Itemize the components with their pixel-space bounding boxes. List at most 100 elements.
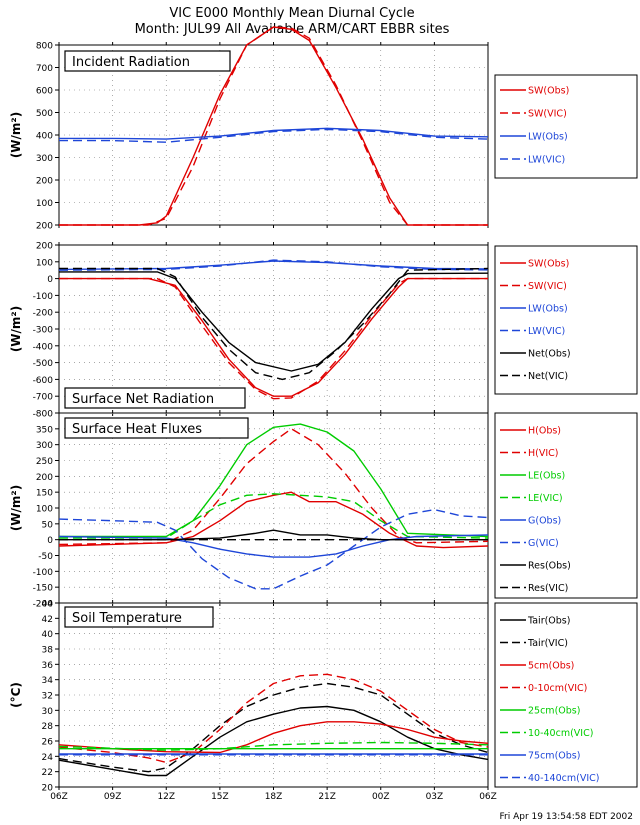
- y-tick-label: 300: [36, 154, 53, 164]
- y-tick-label: 50: [42, 520, 54, 530]
- legend-label: 75cm(Obs): [528, 751, 580, 762]
- y-tick-label: 250: [36, 457, 53, 467]
- y-tick-label: -300: [33, 326, 54, 336]
- series-line-g-vic-: [58, 508, 489, 590]
- legend-label: SW(Obs): [528, 86, 569, 97]
- y-tick-label: 26: [42, 738, 54, 748]
- series-line-lw-vic-: [59, 128, 489, 143]
- panel-title: Incident Radiation: [72, 55, 190, 70]
- y-tick-label: 0: [47, 536, 53, 546]
- series-line-0-10cm-vic-: [58, 673, 489, 764]
- legend-label: G(VIC): [528, 538, 559, 549]
- legend-label: 10-40cm(VIC): [528, 728, 593, 739]
- timestamp: Fri Apr 19 13:54:58 EDT 2002: [500, 812, 634, 822]
- series-line-net-obs-: [59, 271, 489, 372]
- panel-title: Surface Net Radiation: [72, 392, 214, 407]
- x-tick-label: 09Z: [104, 792, 122, 802]
- y-tick-label: -700: [33, 393, 54, 403]
- panel-3: -200 -150 -100 -50 0 50 100 150 200 250 300 350 (W/m…: [9, 410, 638, 610]
- legend-label: 25cm(Obs): [528, 706, 580, 717]
- y-tick-label: -800: [33, 410, 54, 420]
- legend-label: LW(VIC): [528, 326, 565, 337]
- y-tick-label: -100: [33, 568, 54, 578]
- x-tick-label: 00Z: [372, 792, 390, 802]
- y-tick-label: 300: [36, 441, 53, 451]
- legend-label: LW(VIC): [528, 155, 565, 166]
- y-tick-label: 200: [36, 222, 53, 232]
- y-tick-label: 22: [42, 768, 53, 778]
- legend-label: H(Obs): [528, 426, 561, 437]
- y-tick-label: 700: [36, 64, 53, 74]
- y-axis-label: (°C): [9, 682, 23, 708]
- y-axis-label: (W/m²): [9, 485, 23, 531]
- x-tick-label: 06Z: [50, 792, 68, 802]
- y-tick-label: 200: [36, 177, 53, 187]
- y-tick-label: -200: [33, 600, 54, 610]
- chart-panels: 200100200300400500600700800(W/m²)Inciden…: [9, 26, 638, 802]
- legend-box: [494, 74, 638, 179]
- x-tick-label: 06Z: [479, 792, 497, 802]
- y-tick-label: 200: [36, 242, 53, 252]
- y-tick-label: 34: [42, 676, 54, 686]
- x-tick-label: 03Z: [426, 792, 444, 802]
- legend-label: LW(Obs): [528, 132, 568, 143]
- x-tick-label: 12Z: [157, 792, 175, 802]
- legend-label: LE(Obs): [528, 471, 565, 482]
- series-line-sw-obs-: [59, 277, 488, 397]
- legend-label: Net(VIC): [528, 371, 568, 382]
- y-tick-label: 40: [42, 630, 54, 640]
- panel-title: Soil Temperature: [72, 611, 182, 626]
- y-tick-label: 28: [42, 722, 54, 732]
- legend-label: 0-10cm(VIC): [528, 683, 587, 694]
- legend-label: H(VIC): [528, 448, 559, 459]
- y-tick-label: 150: [36, 489, 53, 499]
- y-tick-label: -50: [38, 552, 53, 562]
- panel-title-box: [64, 606, 214, 628]
- y-tick-label: -100: [33, 292, 54, 302]
- panel-1: 200 100 200 300 400 500 600 700 800 (W/m²) Inciden…: [9, 26, 638, 232]
- panel-4: 20 22 24 26 28 30 32 34 36 38 40 42 44 06Z 09Z 12Z 15Z 18…: [9, 600, 638, 802]
- x-tick-label: 18Z: [265, 792, 283, 802]
- y-tick-label: 32: [42, 692, 53, 702]
- legend-box: [494, 245, 638, 395]
- y-tick-label: 400: [36, 132, 53, 142]
- series-line-5cm-obs-: [58, 721, 489, 754]
- y-tick-label: 500: [36, 109, 53, 119]
- legend-label: 40-140cm(VIC): [528, 773, 599, 784]
- panel-2: -800 -700 -600 -500 -400 -300 -200 -100 0 100 200 (…: [9, 242, 638, 420]
- figure-title-line1: VIC E000 Monthly Mean Diurnal Cycle: [169, 6, 414, 21]
- legend-label: Tair(VIC): [527, 638, 568, 649]
- legend-label: SW(Obs): [528, 259, 569, 270]
- y-tick-label: -600: [33, 376, 54, 386]
- legend-label: LE(VIC): [528, 493, 563, 504]
- series-line-le-vic-: [59, 493, 489, 539]
- legend-label: SW(VIC): [528, 281, 567, 292]
- y-tick-label: 600: [36, 87, 53, 97]
- y-tick-label: 20: [42, 784, 54, 794]
- x-tick-label: 21Z: [318, 792, 336, 802]
- y-tick-label: -150: [33, 584, 54, 594]
- legend-label: Res(Obs): [528, 561, 571, 572]
- y-tick-label: 30: [42, 707, 54, 717]
- legend-label: Net(Obs): [528, 349, 571, 360]
- series-line-tair-obs-: [58, 705, 489, 777]
- x-tick-label: 15Z: [211, 792, 229, 802]
- panel-title-box: [64, 387, 246, 409]
- series-line-res-obs-: [59, 529, 488, 541]
- series-line-net-vic-: [59, 267, 489, 381]
- series-line-h-obs-: [58, 491, 489, 549]
- y-tick-label: 100: [36, 258, 53, 268]
- y-tick-label: 38: [42, 646, 54, 656]
- legend-label: LW(Obs): [528, 304, 568, 315]
- series-line-h-vic-: [58, 428, 489, 546]
- series-line-tair-vic-: [58, 682, 489, 773]
- y-axis-label: (W/m²): [9, 112, 23, 158]
- y-tick-label: 200: [36, 473, 53, 483]
- series-line-10-40cm-vic-: [58, 741, 489, 751]
- y-tick-label: 100: [36, 199, 53, 209]
- legend-box: [494, 602, 638, 788]
- legend-label: SW(VIC): [528, 109, 567, 120]
- series-line-lw-obs-: [58, 260, 489, 271]
- series-line-lw-obs-: [59, 127, 489, 140]
